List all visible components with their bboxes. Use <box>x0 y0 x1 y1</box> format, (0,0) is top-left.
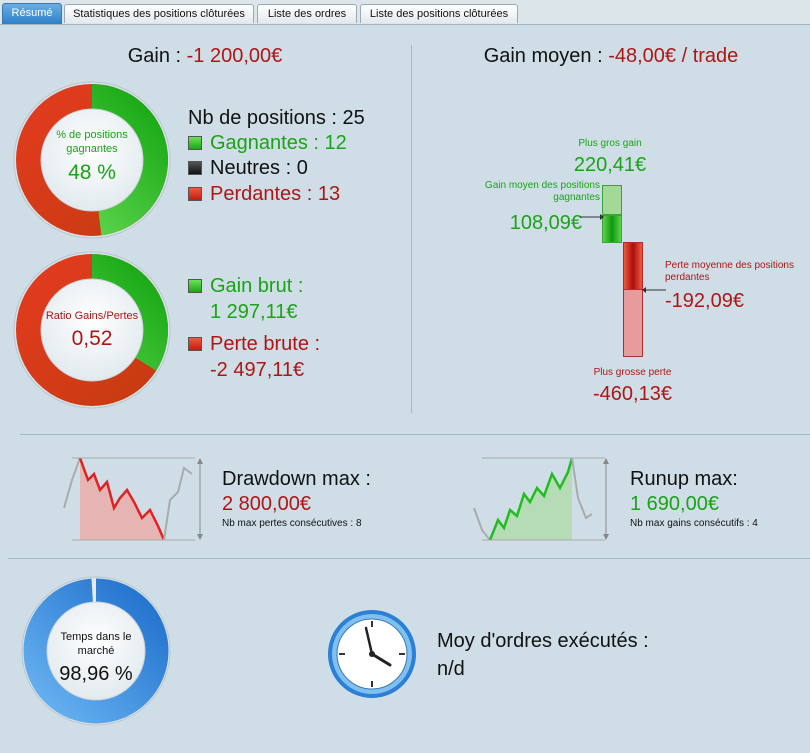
max-loss-label: Plus grosse perte <box>593 367 672 378</box>
max-loss-value: -460,13€ <box>593 383 672 405</box>
avg-win-value: 108,09€ <box>509 212 582 234</box>
positions-losing: Perdantes : 13 <box>210 183 341 205</box>
win-rate-ring <box>13 81 171 239</box>
positions-total: Nb de positions : 25 <box>188 107 365 129</box>
market-time-caption: Temps dans le marché <box>60 631 132 657</box>
losing-legend-swatch <box>188 187 202 201</box>
gain-label: Gain : <box>127 45 182 67</box>
tab-orders-list[interactable]: Liste des ordres <box>257 4 357 23</box>
gross-loss-swatch <box>188 337 202 351</box>
gross-gain-value: 1 297,11€ <box>210 301 298 323</box>
chart-pointer-arrows <box>580 214 666 293</box>
clock-icon <box>328 610 416 698</box>
market-time-ring <box>21 576 171 726</box>
ratio-value: 0,52 <box>71 327 113 350</box>
win-rate-value: 48 % <box>68 161 116 184</box>
gross-loss-value: -2 497,11€ <box>210 359 305 381</box>
tab-resume[interactable]: Résumé <box>2 3 62 24</box>
winning-legend-swatch <box>188 136 202 150</box>
win-rate-caption: % de positions gagnantes <box>56 129 128 155</box>
avg-loss-value: -192,09€ <box>665 290 744 312</box>
section-divider-1 <box>20 434 810 435</box>
orders-label: Moy d'ordres exécutés : <box>437 630 649 652</box>
gross-gain-swatch <box>188 279 202 293</box>
ratio-caption: Ratio Gains/Pertes <box>45 310 139 322</box>
positions-winning: Gagnantes : 12 <box>210 132 347 154</box>
avg-gain-label: Gain moyen : <box>483 45 603 67</box>
drawdown-value: 2 800,00€ <box>222 493 311 515</box>
positions-neutral: Neutres : 0 <box>210 157 308 179</box>
tab-bar: Résumé Statistiques des positions clôtur… <box>0 0 810 25</box>
max-gain-value: 220,41€ <box>573 154 647 176</box>
runup-value: 1 690,00€ <box>630 493 719 515</box>
drawdown-chart-icon <box>63 457 203 541</box>
gross-gain-label: Gain brut : <box>210 275 304 297</box>
runup-label: Runup max: <box>630 468 738 490</box>
runup-chart-icon <box>473 457 609 541</box>
tab-closed-positions-list[interactable]: Liste des positions clôturées <box>360 4 518 23</box>
section-divider-2 <box>8 558 810 559</box>
section-divider-vertical <box>411 45 412 413</box>
avg-win-bar <box>602 215 622 243</box>
neutral-legend-swatch <box>188 161 202 175</box>
max-gain-label: Plus gros gain <box>578 138 642 149</box>
avg-loss-label: Perte moyenne des positions perdantes <box>665 260 794 283</box>
orders-value: n/d <box>437 658 465 680</box>
avg-win-label: Gain moyen des positions gagnantes <box>484 180 600 203</box>
drawdown-label: Drawdown max : <box>222 468 371 490</box>
max-loss-bar <box>623 289 643 357</box>
market-time-value: 98,96 % <box>59 663 133 685</box>
gain-title: Gain : -1 200,00€ <box>0 45 410 68</box>
tab-closed-positions-stats[interactable]: Statistiques des positions clôturées <box>64 4 254 23</box>
runup-sub: Nb max gains consécutifs : 4 <box>630 518 758 529</box>
avg-gain-value: -48,00€ / trade <box>608 45 739 67</box>
gain-value: -1 200,00€ <box>186 45 283 67</box>
drawdown-sub: Nb max pertes consécutives : 8 <box>222 518 362 529</box>
ratio-ring <box>13 251 171 409</box>
max-gain-bar <box>602 185 622 215</box>
gross-loss-label: Perte brute : <box>210 333 321 355</box>
avg-gain-title: Gain moyen : -48,00€ / trade <box>412 45 810 68</box>
summary-panel: Gain : -1 200,00€ % de positions gagnant… <box>0 25 810 753</box>
